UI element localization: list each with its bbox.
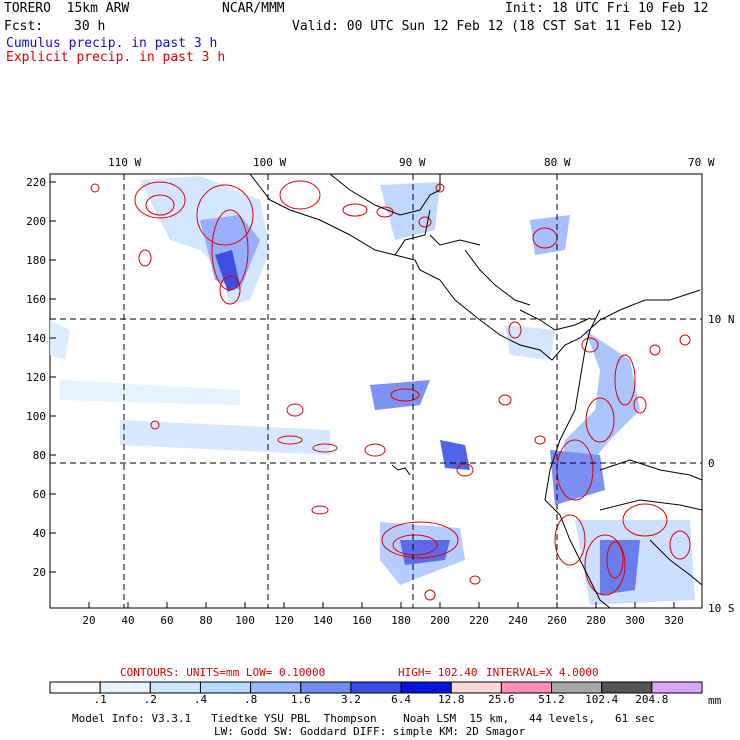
colorbar-label: 51.2 bbox=[538, 693, 565, 706]
x-label: 60 bbox=[160, 614, 173, 627]
colorbar-swatch bbox=[500, 681, 553, 694]
colorbar-label: 204.8 bbox=[635, 693, 669, 706]
lon-label-80w: 80 W bbox=[544, 156, 571, 169]
x-label: 200 bbox=[430, 614, 450, 627]
colorbar-label: 25.6 bbox=[488, 693, 515, 706]
y-label: 60 bbox=[33, 488, 46, 501]
lat-label-10s: 10 S bbox=[708, 602, 735, 615]
colorbar-swatch bbox=[149, 681, 201, 694]
model-title: TORERO 15km ARW bbox=[4, 1, 130, 16]
colorbar-swatch bbox=[400, 681, 452, 694]
colorbar-swatch bbox=[651, 681, 703, 694]
lon-label-100w: 100 W bbox=[253, 156, 286, 169]
x-label: 280 bbox=[586, 614, 606, 627]
colorbar-label: 3.2 bbox=[340, 693, 361, 706]
x-label: 40 bbox=[121, 614, 134, 627]
colorbar-unit: mm bbox=[708, 694, 722, 707]
colorbar-label: .8 bbox=[243, 693, 258, 706]
y-label: 140 bbox=[26, 332, 46, 345]
contour-interval: INTERVAL=X 4.0000 bbox=[486, 666, 599, 679]
y-label: 100 bbox=[26, 410, 46, 423]
fcst-hours: 30 h bbox=[74, 19, 106, 34]
x-label: 120 bbox=[274, 614, 294, 627]
colorbar-label: .4 bbox=[193, 693, 208, 706]
colorbar-swatch bbox=[99, 681, 151, 694]
colorbar-label: .1 bbox=[93, 693, 107, 706]
colorbar-label: 12.8 bbox=[437, 693, 465, 706]
x-label: 100 bbox=[235, 614, 255, 627]
colorbar-swatch bbox=[199, 681, 252, 694]
x-label: 20 bbox=[82, 614, 95, 627]
colorbar-label: 102.4 bbox=[585, 693, 619, 706]
x-label: 260 bbox=[547, 614, 567, 627]
x-label: 140 bbox=[313, 614, 333, 627]
x-label: 180 bbox=[391, 614, 411, 627]
colorbar-swatch bbox=[250, 681, 302, 694]
y-label: 120 bbox=[26, 371, 46, 384]
x-label: 220 bbox=[469, 614, 489, 627]
fcst-label: Fcst: bbox=[4, 19, 44, 34]
colorbar-swatch bbox=[350, 681, 402, 694]
org-label: NCAR/MMM bbox=[222, 1, 285, 16]
y-label: 20 bbox=[33, 566, 46, 579]
coastlines bbox=[249, 173, 703, 609]
contour-units: CONTOURS: UNITS=mm LOW= 0.10000 bbox=[120, 666, 325, 679]
x-label: 80 bbox=[199, 614, 212, 627]
x-label: 300 bbox=[625, 614, 645, 627]
lon-label-90w: 90 W bbox=[399, 156, 426, 169]
colorbar-swatch bbox=[49, 681, 101, 694]
legend-explicit: Explicit precip. in past 3 h bbox=[6, 50, 226, 65]
explicit-precip-contours bbox=[90, 180, 691, 601]
colorbar-label: .2 bbox=[143, 693, 157, 706]
lon-label-70w: 70 W bbox=[688, 156, 715, 169]
colorbar-swatch bbox=[300, 681, 352, 694]
valid-time: Valid: 00 UTC Sun 12 Feb 12 (18 CST Sat … bbox=[292, 19, 684, 34]
contour-high: HIGH= 102.40 bbox=[398, 666, 477, 679]
colorbar-swatch bbox=[601, 681, 653, 694]
cumulus-precip-shading bbox=[50, 176, 695, 605]
physics-info: LW: Godd SW: Goddard DIFF: simple KM: 2D… bbox=[214, 725, 526, 738]
x-label: 320 bbox=[664, 614, 684, 627]
init-time: Init: 18 UTC Fri 10 Feb 12 bbox=[505, 1, 709, 16]
colorbar-label: 1.6 bbox=[290, 693, 311, 706]
colorbar-swatch bbox=[450, 681, 502, 694]
y-label: 200 bbox=[26, 215, 46, 228]
x-label: 240 bbox=[508, 614, 528, 627]
y-label: 160 bbox=[26, 293, 46, 306]
model-info: Model Info: V3.3.1 Tiedtke YSU PBL Thomp… bbox=[72, 712, 655, 725]
y-label: 80 bbox=[33, 449, 46, 462]
y-label: 180 bbox=[26, 254, 46, 267]
lat-label-0: 0 bbox=[708, 457, 715, 470]
colorbar bbox=[49, 681, 703, 694]
latlon-grid bbox=[50, 174, 702, 608]
lon-label-110w: 110 W bbox=[108, 156, 141, 169]
colorbar-swatch bbox=[551, 681, 603, 694]
axis-ticks bbox=[50, 181, 675, 608]
legend-cumulus: Cumulus precip. in past 3 h bbox=[6, 36, 218, 51]
y-label: 40 bbox=[33, 527, 46, 540]
y-label: 220 bbox=[26, 176, 46, 189]
x-label: 160 bbox=[352, 614, 372, 627]
lat-label-10n: 10 N bbox=[708, 313, 735, 326]
colorbar-label: 6.4 bbox=[391, 693, 411, 706]
